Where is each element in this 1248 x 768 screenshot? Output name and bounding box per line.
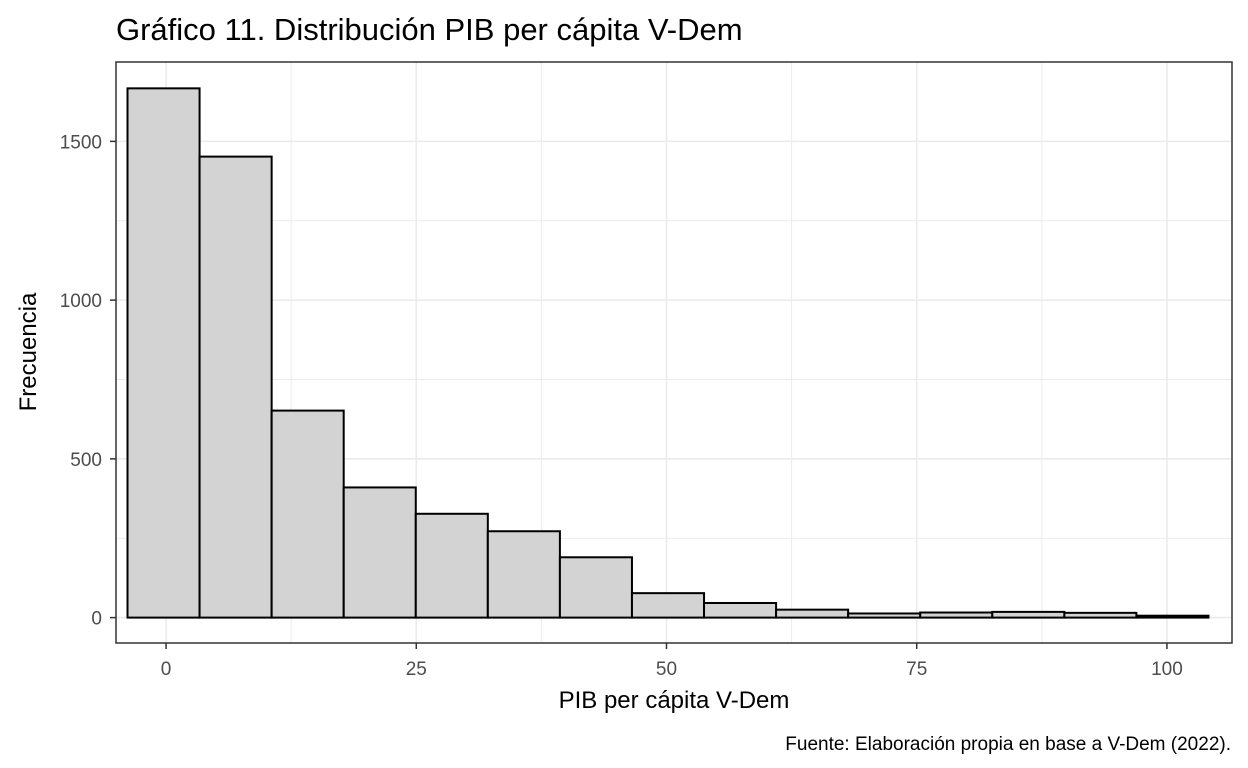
y-tick-label: 1500: [60, 132, 102, 153]
histogram-bar: [126, 87, 201, 619]
histogram-bars: [126, 87, 1210, 619]
y-tick-label: 1000: [60, 291, 102, 312]
x-tick-label: 100: [1151, 659, 1183, 680]
y-axis-ticks: 0 500 1000 1500: [60, 132, 116, 630]
x-axis-ticks: 0 25 50 75 100: [161, 643, 1183, 680]
x-tick-label: 25: [406, 659, 427, 680]
histogram-bar: [919, 611, 994, 619]
chart-caption: Fuente: Elaboración propia en base a V-D…: [785, 734, 1231, 755]
chart-title: Gráfico 11. Distribución PIB per cápita …: [116, 12, 743, 47]
histogram-bar: [342, 486, 417, 619]
histogram-bar: [1063, 611, 1138, 619]
histogram-bar: [847, 612, 922, 619]
histogram-bar: [198, 155, 273, 619]
histogram-bar: [486, 530, 561, 619]
x-tick-label: 0: [161, 659, 172, 680]
histogram-bar: [1135, 614, 1210, 619]
histogram-bar: [270, 409, 345, 619]
histogram-bar: [775, 608, 850, 619]
histogram-bar: [414, 512, 489, 619]
x-tick-label: 75: [906, 659, 927, 680]
y-tick-label: 0: [91, 609, 102, 630]
x-axis-title: PIB per cápita V-Dem: [559, 687, 790, 714]
x-tick-label: 50: [656, 659, 677, 680]
histogram-bar: [991, 610, 1066, 619]
histogram-bar: [558, 556, 633, 619]
panel-border: [115, 61, 1233, 644]
histogram-bar: [703, 601, 778, 619]
histogram-bar: [630, 592, 706, 619]
y-tick-label: 500: [70, 450, 102, 471]
y-axis-title: Frecuencia: [15, 292, 42, 411]
